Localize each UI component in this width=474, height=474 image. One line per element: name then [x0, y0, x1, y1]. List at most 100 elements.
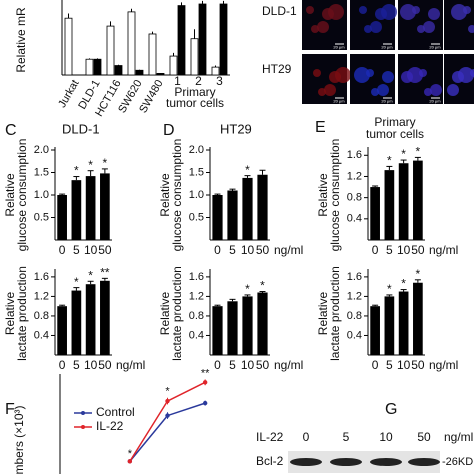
bar: [242, 177, 253, 240]
y-tick-label: 1.2: [34, 290, 49, 302]
y-tick-label: 2.0: [34, 144, 49, 156]
y-tick-label: 1.6: [347, 271, 362, 283]
y-tick-label: 1.0: [189, 189, 204, 201]
y-tick-label: 1.6: [189, 271, 204, 283]
x-tick-label: 0: [214, 358, 221, 372]
y-axis-label: lactate production: [328, 266, 342, 361]
cell: [430, 84, 442, 96]
significance: *: [416, 267, 421, 281]
blot-membrane: [288, 451, 440, 473]
significance: *: [260, 279, 265, 293]
significance: *: [128, 448, 133, 460]
y-tick-label: 1.5: [34, 166, 49, 178]
bar: [398, 291, 409, 355]
bar: [211, 66, 220, 76]
x-tick-label: 5: [229, 243, 236, 257]
bar: [398, 163, 409, 240]
x-tick-label: 5: [386, 243, 393, 257]
row-label: DLD-1: [262, 4, 297, 18]
bar: [257, 292, 268, 355]
bar: [413, 160, 423, 240]
y-axis-label: Relative: [158, 292, 172, 336]
bar: [257, 174, 268, 240]
chart-title: tumor cells: [366, 127, 424, 141]
x-tick-label: 10: [84, 243, 98, 257]
dose-label: 5: [343, 430, 350, 444]
bar: [190, 38, 199, 76]
x-tick-label: 3: [216, 74, 223, 88]
bar: [135, 69, 144, 76]
significance: *: [401, 277, 406, 291]
bar: [85, 284, 96, 355]
y-tick-label: 1.2: [347, 170, 362, 182]
y-axis-label: Relative: [3, 292, 17, 336]
bar: [156, 73, 165, 76]
bar: [370, 306, 380, 355]
y-axis-label: glucose consumption: [328, 139, 342, 252]
y-axis-label: Relative: [158, 173, 172, 217]
cell: [318, 88, 326, 96]
bar: [100, 280, 110, 355]
bar: [106, 25, 115, 76]
dose-label: 50: [417, 430, 431, 444]
x-tick-label: 5: [73, 358, 80, 372]
cell: [377, 84, 389, 96]
chart-title: HT29: [220, 121, 252, 136]
bar: [85, 176, 96, 240]
y-tick-label: 0.5: [34, 211, 49, 223]
cell: [447, 84, 459, 96]
cell: [311, 25, 319, 33]
cell: [371, 88, 379, 96]
blot-band: [290, 458, 322, 466]
y-tick-label: 0.4: [189, 329, 204, 341]
y-tick-label: 0.8: [347, 192, 362, 204]
y-tick-label: 1.6: [347, 149, 362, 161]
x-tick-label: 5: [386, 358, 393, 372]
cell: [424, 88, 432, 96]
cell: [317, 21, 329, 33]
y-axis-label: mbers (×10³): [12, 405, 26, 474]
significance: *: [88, 268, 93, 282]
bar: [64, 17, 73, 76]
significance: *: [74, 275, 79, 289]
bar: [227, 301, 238, 355]
significance: *: [103, 156, 108, 170]
legend-marker: [81, 411, 85, 415]
cell: [401, 71, 413, 83]
x-tick-label: 50: [411, 243, 425, 257]
cell: [359, 6, 367, 14]
significance: **: [201, 367, 210, 379]
cell: [400, 4, 416, 20]
cell: [313, 69, 321, 77]
dose-label: 0: [303, 430, 310, 444]
significance: *: [245, 163, 250, 177]
scale-bar-label: 20 μm: [429, 99, 441, 104]
cell: [306, 6, 314, 14]
cell: [468, 25, 474, 33]
bar: [57, 306, 67, 355]
dose-label: 10: [379, 430, 393, 444]
bar: [242, 296, 253, 355]
y-tick-label: 0.4: [347, 329, 362, 341]
y-tick-label: 1.5: [189, 166, 204, 178]
y-tick-label: 1.6: [34, 271, 49, 283]
series-line: [129, 402, 206, 462]
bar: [114, 65, 123, 76]
bar: [212, 306, 223, 355]
cell: [329, 71, 341, 83]
bar: [198, 3, 207, 76]
legend-label: Control: [96, 405, 135, 419]
scale-bar-label: 20 μm: [381, 45, 393, 50]
legend-label: IL-22: [96, 419, 124, 433]
scale-bar-label: 20 μm: [333, 45, 345, 50]
x-tick-label: 10: [241, 243, 255, 257]
significance: *: [88, 158, 93, 172]
x-tick-label: 50: [411, 358, 425, 372]
cell: [322, 8, 334, 20]
bar: [177, 5, 186, 76]
y-tick-label: 1.2: [347, 290, 362, 302]
y-axis-label: Relative: [316, 292, 330, 336]
y-axis-label: Relative: [3, 173, 17, 217]
